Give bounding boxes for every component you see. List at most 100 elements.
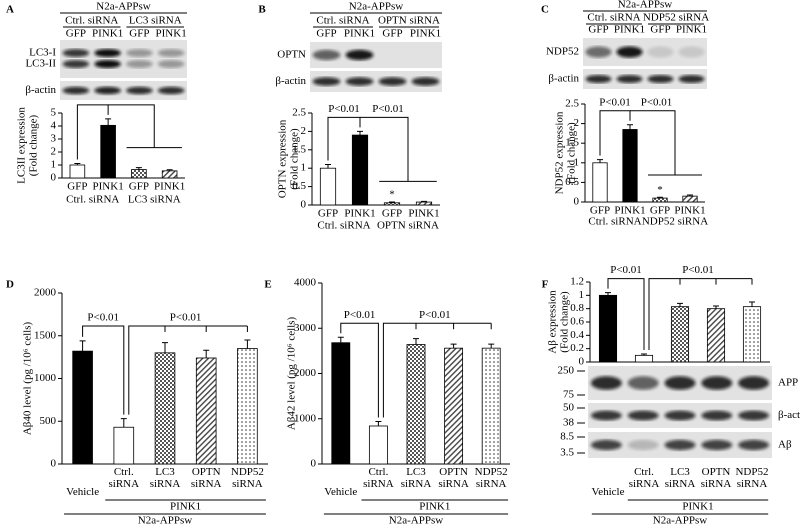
x-tick-label: Ctrl. siRNA <box>628 466 660 490</box>
bracket <box>648 278 753 350</box>
y-tick-label: 3 <box>51 133 57 145</box>
blot-band <box>678 46 705 58</box>
bar <box>634 354 654 363</box>
bar <box>154 352 176 465</box>
error-bar <box>749 301 755 307</box>
blot-band <box>701 410 733 421</box>
bar <box>444 347 464 465</box>
x-tick-label: NDP52 siRNA <box>735 466 769 490</box>
blot-band <box>94 49 121 57</box>
y-tick-label: 4000 <box>294 277 317 289</box>
blot-band <box>157 86 185 95</box>
blot-lane: GFP <box>66 28 86 40</box>
blot-band <box>664 410 696 421</box>
bar <box>319 167 337 206</box>
y-axis-label: Aβ expression <box>547 290 559 354</box>
error-bar <box>162 342 168 353</box>
y-tick-label: 1.2 <box>570 276 584 288</box>
blot-lane: GFP <box>316 28 336 40</box>
x-group-label: LC3 siRNA <box>128 194 181 206</box>
blot-band <box>590 376 622 390</box>
error-bar <box>120 418 127 428</box>
x-group-label: Ctrl. siRNA <box>66 194 119 206</box>
blot-lane: PINK1 <box>614 24 645 36</box>
bar <box>598 294 618 363</box>
bracket <box>599 110 631 156</box>
y-tick-label: 0 <box>311 458 317 470</box>
x-tick-label: LC3 siRNA <box>664 466 696 490</box>
error-bar <box>357 130 363 136</box>
x-tick-label: PINK1 <box>674 205 705 217</box>
y-tick-label: 2000 <box>34 287 57 299</box>
panel-label: F <box>542 279 549 291</box>
treatment-label: PINK1 <box>419 501 450 513</box>
y-axis-label: LC3II expression <box>16 107 28 184</box>
x-tick-label: Vehicle <box>324 486 358 498</box>
blot-lane: PINK1 <box>156 28 187 40</box>
error-bar <box>325 164 331 169</box>
size-marker: 50 <box>563 402 575 414</box>
error-bar <box>337 336 344 343</box>
blot-group: OPTN siRNA <box>378 15 440 27</box>
blot-band <box>126 86 153 95</box>
x-tick-label: LC3 siRNA <box>149 466 181 490</box>
bar <box>331 342 351 465</box>
annotation: P<0.01 <box>344 309 376 321</box>
bracket <box>108 104 182 149</box>
bar <box>670 306 690 363</box>
panel-label: E <box>264 279 271 291</box>
bar <box>100 124 116 179</box>
blot-band <box>627 439 659 451</box>
y-tick-label: 2000 <box>294 367 317 379</box>
error-bar <box>203 349 210 358</box>
annotation: P<0.01 <box>328 103 360 115</box>
error-bar <box>605 292 611 296</box>
y-tick-label: 2.5 <box>565 98 579 110</box>
y-tick-label: 0.5 <box>292 180 306 192</box>
blot-band <box>126 49 153 57</box>
blot-band <box>664 439 696 451</box>
size-marker: 250 <box>558 365 575 377</box>
bar <box>351 134 369 206</box>
x-tick-label: NDP52 siRNA <box>474 466 508 490</box>
blot-band <box>126 60 153 68</box>
blot-band <box>627 410 659 421</box>
y-tick-label: 0.6 <box>570 316 584 328</box>
bracket <box>327 116 361 161</box>
x-tick-label: NDP52 siRNA <box>230 466 264 490</box>
bracket <box>607 278 645 350</box>
annotation: P<0.01 <box>610 264 642 276</box>
blot-band <box>678 75 705 83</box>
y-tick-label: 1000 <box>34 372 57 384</box>
blot-lane: GFP <box>129 28 149 40</box>
blot-band <box>664 376 696 390</box>
y-tick-label: 3000 <box>294 322 317 334</box>
error-bar <box>627 124 633 130</box>
blot-band <box>345 49 374 61</box>
x-group-label: NDP52 siRNA <box>642 216 708 228</box>
error-bar <box>244 339 251 349</box>
treatment-label: PINK1 <box>682 501 713 513</box>
annotation: P<0.01 <box>682 264 714 276</box>
blot-row-label: NDP52 <box>546 46 579 58</box>
blot-band <box>62 86 90 95</box>
x-tick-label: OPTN siRNA <box>438 466 469 490</box>
y-axis-label: Aβ42 level (pg /10⁶ cells) <box>286 317 298 431</box>
y-axis-label: NDP52 expression <box>554 111 566 194</box>
x-tick-label: OPTN siRNA <box>190 466 222 490</box>
blot-strip <box>60 40 187 78</box>
y-tick-label: 1 <box>301 162 307 174</box>
blot-band <box>647 46 674 58</box>
blot-header: N2a-APPsw <box>349 1 403 13</box>
blot-group: LC3 siRNA <box>129 15 182 27</box>
blot-band <box>616 46 643 58</box>
blot-band <box>312 49 341 61</box>
blot-header: N2a-APPsw <box>96 1 150 13</box>
cell-label: N2a-APPsw <box>653 515 707 527</box>
cell-label: N2a-APPsw <box>138 515 192 527</box>
cell-label: N2a-APPsw <box>389 515 443 527</box>
blot-band <box>585 75 612 83</box>
panel-label: A <box>6 4 14 16</box>
x-tick-label: GFP <box>590 205 610 217</box>
blot-band <box>157 60 185 68</box>
